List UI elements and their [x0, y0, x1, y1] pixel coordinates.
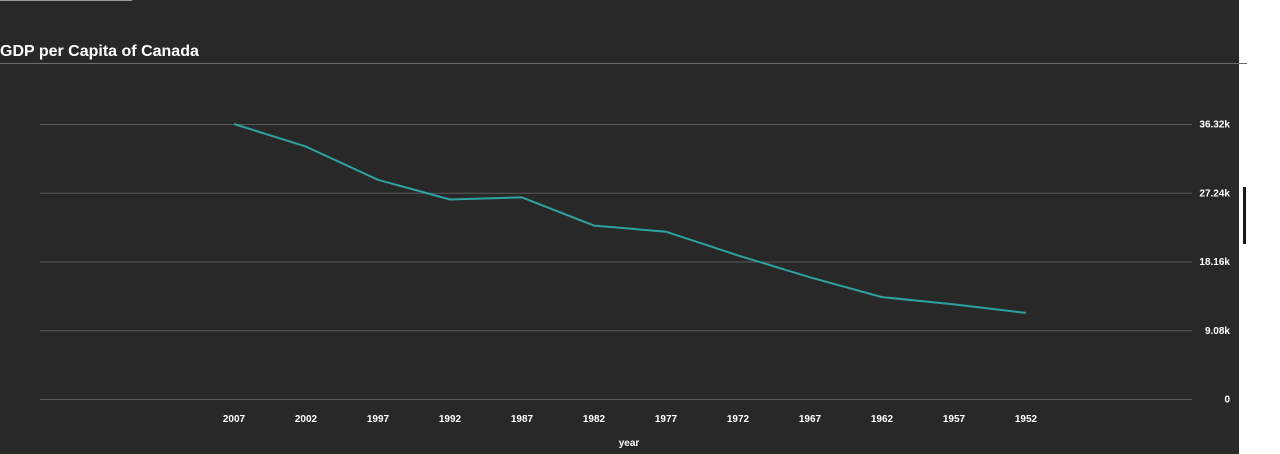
- header-divider: [0, 63, 1239, 64]
- scrollbar-thumb[interactable]: [1243, 187, 1246, 244]
- x-tick-label: 1997: [367, 414, 390, 425]
- x-tick-label: 1967: [799, 414, 822, 425]
- x-tick-label: 1962: [871, 414, 894, 425]
- x-tick-label: 1987: [511, 414, 534, 425]
- x-tick-label: 2002: [295, 414, 318, 425]
- x-tick-label: 1952: [1015, 414, 1038, 425]
- line-chart: 0 9.08k 18.16k 27.24k 36.32k 2007 2002 1997 199…: [40, 120, 1230, 449]
- x-tick-label: 2007: [223, 414, 246, 425]
- y-tick-label: 0: [1224, 395, 1230, 406]
- y-tick-label: 27.24k: [1199, 188, 1230, 199]
- grid-lines: [40, 124, 1192, 400]
- x-tick-label: 1977: [655, 414, 678, 425]
- x-tick-label: 1982: [583, 414, 606, 425]
- y-tick-label: 36.32k: [1199, 120, 1230, 131]
- series-line-gdp[interactable]: [233, 123, 1027, 314]
- x-tick-label: 1972: [727, 414, 750, 425]
- edge-tick: [1239, 63, 1247, 64]
- chart-panel: GDP per Capita of Canada 0 9.08k 18.16k 27.…: [0, 0, 1239, 454]
- chart-title: GDP per Capita of Canada: [0, 43, 199, 60]
- x-tick-label: 1957: [943, 414, 966, 425]
- top-tab-indicator: [0, 0, 132, 1]
- y-tick-label: 18.16k: [1199, 257, 1230, 268]
- y-axis-tick-labels: 0 9.08k 18.16k 27.24k 36.32k: [1199, 120, 1230, 406]
- x-axis-title: year: [619, 438, 640, 449]
- x-tick-label: 1992: [439, 414, 462, 425]
- y-tick-label: 9.08k: [1205, 326, 1230, 337]
- x-axis-tick-labels: 2007 2002 1997 1992 1987 1982 1977 1972 1967 1962…: [223, 414, 1038, 425]
